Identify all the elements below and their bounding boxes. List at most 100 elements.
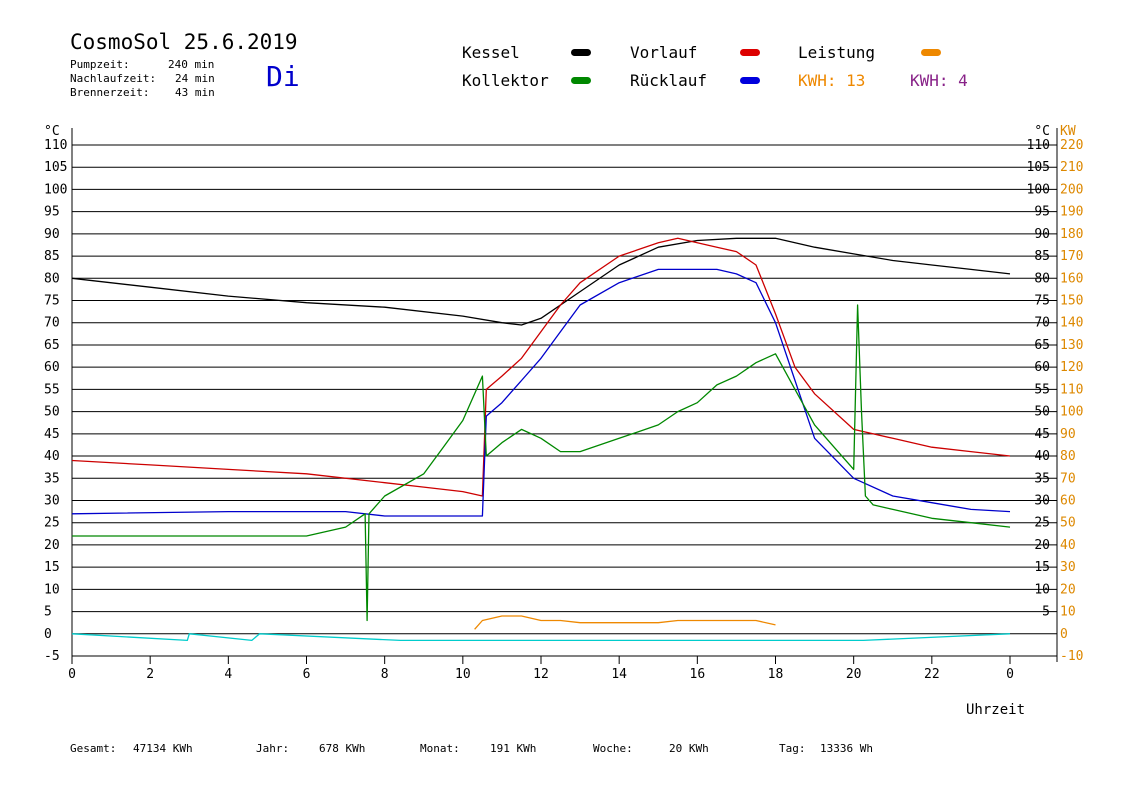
footer-tag-value: 13336 Wh [820,742,873,755]
footer-gesamt-label: Gesamt: [70,742,117,755]
y-unit-left: °C [44,124,60,139]
legend-leistung-label: Leistung [798,43,876,62]
y-tick-left-105: 105 [44,160,67,175]
x-tick-0: 0 [68,667,76,682]
legend-kollektor-swatch [571,77,591,84]
y-tick-left-100: 100 [44,182,67,197]
x-tick-1: 2 [146,667,154,682]
footer-woche-label: Woche: [593,742,633,755]
y-tick-power-10: 10 [1060,605,1076,620]
y-tick-left-50: 50 [44,405,60,420]
y-tick-left-10: 10 [44,582,60,597]
y-tick-power-90: 90 [1060,427,1076,442]
y-tick-right-20: 20 [1034,538,1050,553]
y-tick-right-100: 100 [1027,182,1050,197]
info-brennerzeit-value: 43 min [175,86,215,99]
y-tick-right-105: 105 [1027,160,1050,175]
y-tick-power-50: 50 [1060,516,1076,531]
y-tick-left-25: 25 [44,516,60,531]
y-tick-left-65: 65 [44,338,60,353]
y-tick-power-220: 220 [1060,138,1083,153]
y-tick-left-90: 90 [44,227,60,242]
y-tick-right-25: 25 [1034,516,1050,531]
x-tick-9: 18 [768,667,784,682]
y-tick-power-140: 140 [1060,316,1083,331]
y-tick-left-40: 40 [44,449,60,464]
y-tick-power-110: 110 [1060,382,1083,397]
series-line-leistung [474,615,776,630]
y-tick-right-70: 70 [1034,316,1050,331]
y-tick-power-0: 0 [1060,627,1068,642]
info-nachlaufzeit-value: 24 min [175,72,215,85]
series-line-rcklauf [71,268,1011,517]
y-tick-left-20: 20 [44,538,60,553]
y-tick-power-60: 60 [1060,493,1076,508]
legend-ruecklauf-swatch [740,77,760,84]
x-tick-12: 0 [1006,667,1014,682]
legend-kwh-purple: KWH: 4 [910,71,968,90]
y-tick-right-35: 35 [1034,471,1050,486]
footer-jahr-value: 678 KWh [319,742,366,755]
y-tick-left-75: 75 [44,294,60,309]
y-tick-left-5: 5 [44,605,52,620]
footer-tag-label: Tag: [779,742,806,755]
y-tick-right-30: 30 [1034,493,1050,508]
footer-monat-value: 191 KWh [490,742,537,755]
y-tick-left-55: 55 [44,382,60,397]
y-tick-power-190: 190 [1060,205,1083,220]
x-tick-10: 20 [846,667,862,682]
y-unit-right: °C [1034,124,1050,139]
weekday-label: Di [266,60,300,93]
footer-jahr-label: Jahr: [256,742,290,755]
y-tick-left-45: 45 [44,427,60,442]
y-tick-power-150: 150 [1060,294,1083,309]
y-tick-right-45: 45 [1034,427,1050,442]
series-line-pumpe [71,633,1011,642]
legend-kollektor-label: Kollektor [462,71,549,90]
y-tick-power-200: 200 [1060,182,1083,197]
y-tick-power-210: 210 [1060,160,1083,175]
info-pumpzeit-value: 240 min [168,58,215,71]
x-tick-7: 14 [611,667,627,682]
y-tick-right-15: 15 [1034,560,1050,575]
chart-title: CosmoSol 25.6.2019 [70,30,298,54]
y-unit-power: KW [1060,124,1076,139]
y-tick-power-70: 70 [1060,471,1076,486]
y-tick-power-160: 160 [1060,271,1083,286]
y-tick-left-110: 110 [44,138,67,153]
x-tick-5: 10 [455,667,471,682]
y-tick-left--5: -5 [44,649,60,664]
y-tick-right-75: 75 [1034,294,1050,309]
y-tick-power-180: 180 [1060,227,1083,242]
y-tick-power-80: 80 [1060,449,1076,464]
legend-ruecklauf-label: Rücklauf [630,71,708,90]
y-tick-right-65: 65 [1034,338,1050,353]
footer-gesamt-value: 47134 KWh [133,742,193,755]
x-tick-4: 8 [381,667,389,682]
y-tick-left-15: 15 [44,560,60,575]
y-tick-power-130: 130 [1060,338,1083,353]
info-pumpzeit: Pumpzeit: [70,58,130,71]
x-tick-8: 16 [690,667,706,682]
info-brennerzeit: Brennerzeit: [70,86,150,99]
y-tick-right-40: 40 [1034,449,1050,464]
y-tick-power--10: -10 [1060,649,1083,664]
x-tick-6: 12 [533,667,549,682]
y-tick-left-95: 95 [44,205,60,220]
y-tick-right-80: 80 [1034,271,1050,286]
legend-kessel-swatch [571,49,591,56]
legend-vorlauf-label: Vorlauf [630,43,698,62]
series-line-vorlauf [71,237,1011,497]
series-line-kollektor [72,304,1011,622]
y-tick-left-35: 35 [44,471,60,486]
y-tick-power-120: 120 [1060,360,1083,375]
y-tick-left-85: 85 [44,249,60,264]
y-tick-left-60: 60 [44,360,60,375]
series-line-kessel [71,237,1011,326]
y-tick-right-90: 90 [1034,227,1050,242]
y-tick-power-100: 100 [1060,405,1083,420]
y-tick-power-20: 20 [1060,582,1076,597]
y-tick-right-50: 50 [1034,405,1050,420]
y-tick-left-70: 70 [44,316,60,331]
y-tick-left-30: 30 [44,493,60,508]
